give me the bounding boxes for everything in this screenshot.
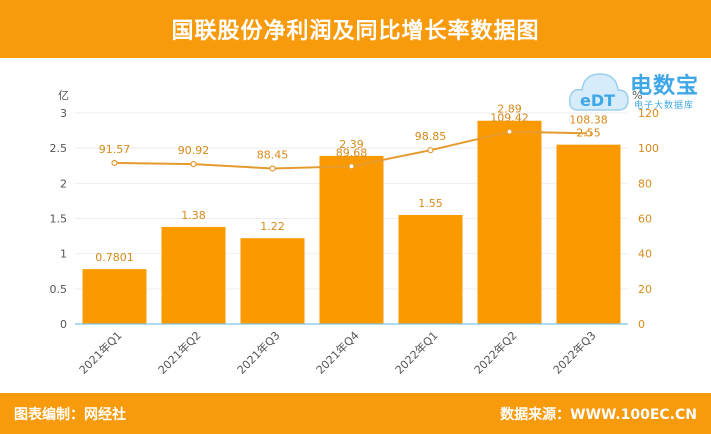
bar xyxy=(240,238,305,324)
line-value-label: 98.85 xyxy=(415,130,447,143)
y-tick-label: 2.5 xyxy=(50,142,68,155)
y2-tick-label: 40 xyxy=(638,248,652,261)
bar xyxy=(556,144,621,324)
footer-credit: 图表编制：网经社 xyxy=(14,407,126,423)
line-value-label: 90.92 xyxy=(178,144,210,157)
y2-tick-label: 60 xyxy=(638,213,652,226)
line-point xyxy=(269,165,276,172)
x-tick-label: 2021年Q4 xyxy=(313,328,362,377)
footer-source: 数据来源：WWW.100EC.CN xyxy=(500,407,697,423)
y-tick-label: 0.5 xyxy=(50,283,68,296)
header-banner: 国联股份净利润及同比增长率数据图 xyxy=(0,0,711,58)
line-point xyxy=(111,159,118,167)
y-tick-label: 1 xyxy=(60,248,67,261)
x-tick-label: 2022年Q3 xyxy=(550,328,599,377)
y-tick-label: 3 xyxy=(60,107,67,120)
bar-value-label: 1.55 xyxy=(418,197,443,210)
bar xyxy=(161,226,226,324)
x-tick-label: 2021年Q3 xyxy=(234,328,283,377)
y-tick-label: 2 xyxy=(60,177,67,190)
chart-title: 国联股份净利润及同比增长率数据图 xyxy=(171,19,540,44)
line-point xyxy=(506,128,513,135)
chart-canvas: 0 0.5 1 1.5 2 2.5 3 0 20 40 60 80 100 120 亿 % 0.7801 1.38… xyxy=(50,89,660,377)
bar-value-label: 2.39 xyxy=(339,138,364,151)
x-tick-label: 2021年Q1 xyxy=(76,328,125,377)
footer-banner: 图表编制：网经社 数据来源：WWW.100EC.CN xyxy=(0,393,711,434)
bar xyxy=(82,269,147,324)
line-value-label: 89.68 xyxy=(336,146,368,159)
y2-tick-label: 20 xyxy=(638,283,652,296)
line-value-label: 88.45 xyxy=(257,148,289,161)
cloud-logo-icon: eDT xyxy=(568,73,629,111)
logo: eDT 电数宝 电子大数据库 xyxy=(566,64,706,120)
logo-text: 电数宝 xyxy=(630,74,700,99)
bar xyxy=(319,155,384,324)
y-tick-label: 1.5 xyxy=(50,213,68,226)
y2-tick-label: 80 xyxy=(638,177,652,190)
y-tick-label: 0 xyxy=(60,318,67,331)
y2-tick-label: 0 xyxy=(638,318,645,331)
y2-tick-label: 120 xyxy=(638,107,659,120)
x-tick-label: 2021年Q2 xyxy=(155,328,204,377)
x-tick-label: 2022年Q1 xyxy=(392,328,441,377)
bar-value-label: 1.38 xyxy=(181,209,206,222)
line-value-label: 91.57 xyxy=(99,143,131,156)
logo-subtext: 电子大数据库 xyxy=(634,101,695,111)
bar-value-label: 2.89 xyxy=(497,103,522,116)
line-point xyxy=(585,130,592,137)
bar-value-label: 0.7801 xyxy=(95,251,134,264)
svg-text:eDT: eDT xyxy=(580,91,615,110)
y2-tick-label: 100 xyxy=(638,142,659,155)
line-point xyxy=(348,163,355,170)
bar-value-label: 1.22 xyxy=(260,220,285,233)
line-value-label: 109.42 xyxy=(490,112,529,125)
line-value-label: 108.38 xyxy=(569,113,608,126)
y2-axis-unit: % xyxy=(632,89,642,102)
line-point xyxy=(427,147,434,154)
bar xyxy=(398,214,463,324)
x-tick-label: 2022年Q2 xyxy=(471,328,520,377)
y-axis-unit: 亿 xyxy=(58,89,69,102)
bar xyxy=(477,120,542,324)
line-point xyxy=(190,161,197,168)
